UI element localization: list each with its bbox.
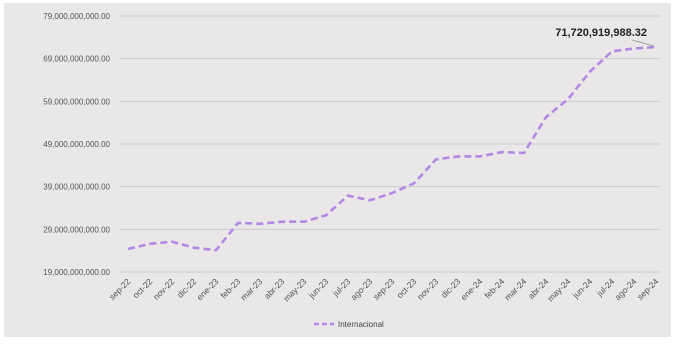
- series-lines: [127, 45, 658, 252]
- data-point: [193, 246, 196, 249]
- plot-area-background: [5, 4, 670, 336]
- data-point: [171, 240, 174, 243]
- data-point: [567, 98, 570, 101]
- data-point: [369, 199, 372, 202]
- data-point: [325, 214, 328, 217]
- legend-label: Internacional: [338, 320, 384, 329]
- data-point: [259, 222, 262, 225]
- data-point: [303, 220, 306, 223]
- y-tick-label: 29,000,000,000.00: [43, 225, 110, 234]
- data-point: [237, 222, 240, 225]
- data-point: [149, 242, 152, 245]
- data-point: [523, 152, 526, 155]
- data-point: [281, 220, 284, 223]
- annotation-label: 71,720,919,988.32: [555, 27, 647, 39]
- data-point: [457, 155, 460, 158]
- data-point: [127, 248, 130, 251]
- data-point: [413, 182, 416, 185]
- data-point: [347, 194, 350, 197]
- y-axis-tick-labels: 79,000,000,000.00 69,000,000,000.00 59,000…: [43, 12, 110, 277]
- data-point: [215, 249, 218, 252]
- y-tick-label: 49,000,000,000.00: [43, 140, 110, 149]
- data-point: [435, 158, 438, 161]
- y-tick-label: 79,000,000,000.00: [43, 12, 110, 21]
- y-tick-label: 59,000,000,000.00: [43, 97, 110, 106]
- y-tick-label: 69,000,000,000.00: [43, 55, 110, 64]
- annotation: 71,720,919,988.32: [555, 27, 655, 47]
- data-point: [391, 192, 394, 195]
- data-point: [633, 47, 636, 50]
- data-point: [611, 50, 614, 53]
- y-tick-label: 39,000,000,000.00: [43, 183, 110, 192]
- series-line-internacional: [127, 45, 657, 252]
- annotation-leader-line: [631, 39, 655, 47]
- data-point: [501, 151, 504, 154]
- data-point: [655, 46, 658, 49]
- legend: Internacional: [314, 320, 384, 329]
- y-tick-label: 19,000,000,000.00: [43, 268, 110, 277]
- data-point: [545, 116, 548, 119]
- grid-lines: [120, 15, 660, 273]
- data-point: [589, 70, 592, 73]
- data-point: [479, 155, 482, 158]
